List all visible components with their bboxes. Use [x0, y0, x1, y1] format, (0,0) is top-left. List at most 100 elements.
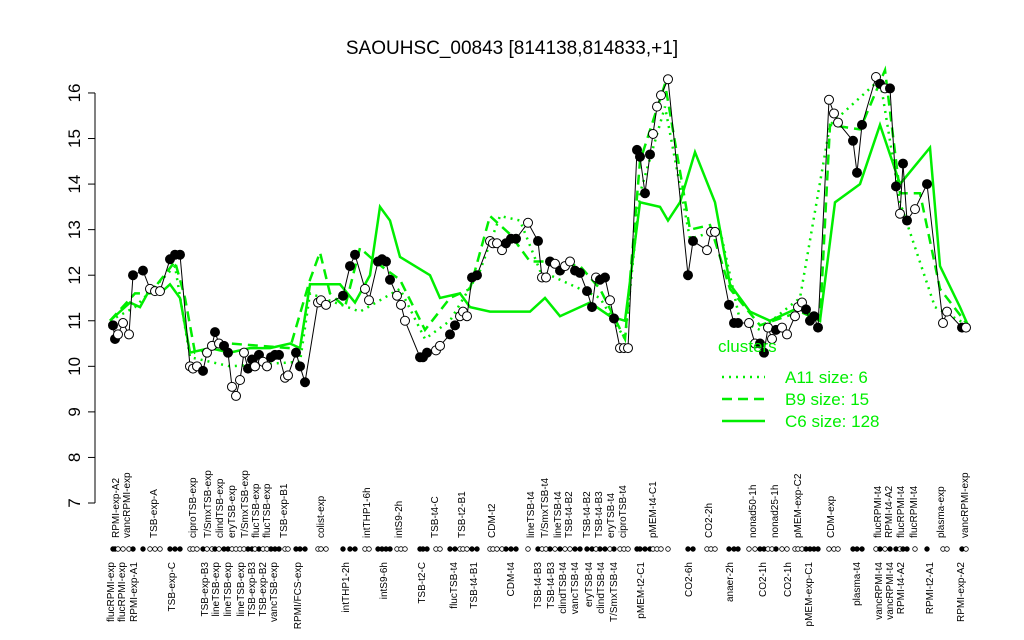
- x-label-bottom: anaer-2h: [725, 562, 736, 602]
- x-label-bottom: flucTSB-t4: [449, 562, 460, 609]
- rug-mark: [204, 546, 210, 552]
- rug-mark: [887, 546, 893, 552]
- rug-mark: [859, 546, 865, 552]
- data-point: [345, 261, 355, 272]
- x-label-bottom: RPMI/FCS-exp: [293, 562, 304, 630]
- data-point: [623, 343, 633, 354]
- data-point: [640, 188, 650, 199]
- x-label-top: RPMI-exp-A2: [111, 478, 122, 538]
- rug-mark: [194, 546, 200, 552]
- x-label-bottom: CO2-6h: [684, 562, 695, 597]
- x-label-top: CO2-2h: [704, 503, 715, 538]
- x-label-top: nonad50-1h: [748, 485, 759, 538]
- x-label-bottom: clindTSB-t4: [558, 562, 569, 614]
- rug-mark: [340, 546, 346, 552]
- rug-mark: [625, 546, 631, 552]
- x-label-bottom: RPMI-exp-A2: [956, 562, 967, 622]
- rug-mark: [474, 546, 480, 552]
- x-label-bottom: RPMI-t2-A1: [925, 562, 936, 615]
- data-point: [582, 286, 592, 297]
- x-label-top: RPMI-t4-A2: [884, 485, 895, 538]
- rug-mark: [963, 546, 969, 552]
- rug-mark: [216, 546, 222, 552]
- x-label-bottom: eryTSB-t4: [584, 562, 595, 607]
- data-point: [648, 128, 658, 139]
- data-point: [848, 135, 858, 146]
- data-point: [609, 313, 619, 324]
- x-label-bottom: TSB-t2-C: [417, 562, 428, 604]
- rug-mark: [557, 546, 563, 552]
- y-tick-label: 12: [65, 266, 84, 285]
- data-point: [898, 158, 908, 169]
- data-point: [108, 320, 118, 331]
- y-tick-label: 9: [65, 407, 84, 416]
- x-label-bottom: plasma-t4: [852, 562, 863, 606]
- rug-mark: [276, 546, 282, 552]
- rug-mark: [779, 546, 785, 552]
- data-point: [445, 329, 455, 340]
- data-point: [575, 267, 585, 278]
- data-point: [922, 179, 932, 190]
- data-point: [435, 340, 445, 351]
- x-label-top: vancRPMI-exp: [122, 472, 133, 538]
- rug-mark: [177, 546, 183, 552]
- data-point: [652, 101, 662, 112]
- rug-mark: [611, 546, 617, 552]
- rug-mark: [735, 546, 741, 552]
- rug-mark: [752, 546, 758, 552]
- data-point: [381, 256, 391, 267]
- legend-title: clusters: [718, 337, 777, 356]
- x-label-top: flucTSB-exp: [262, 483, 273, 538]
- x-label-bottom: flucRPMI-exp: [117, 562, 128, 622]
- y-tick-label: 15: [65, 129, 84, 148]
- rug-mark: [773, 546, 779, 552]
- data-point: [231, 390, 241, 401]
- x-label-top: CDM-t2: [487, 503, 498, 538]
- data-point: [360, 283, 370, 294]
- data-point: [645, 149, 655, 160]
- data-point: [744, 318, 754, 329]
- data-point: [396, 299, 406, 310]
- legend-label: C6 size: 128: [785, 412, 880, 431]
- y-tick-label: 13: [65, 220, 84, 239]
- x-label-bottom: pMEM-t2-C1: [636, 562, 647, 619]
- x-label-bottom: TSB-t4-B3: [533, 562, 544, 609]
- x-label-top: TSB-t2-B1: [457, 491, 468, 538]
- data-point: [128, 270, 138, 281]
- y-tick-label: 8: [65, 453, 84, 462]
- data-point: [857, 119, 867, 130]
- rug-mark: [552, 546, 558, 552]
- data-point: [635, 151, 645, 162]
- rug-mark: [318, 546, 324, 552]
- data-point: [472, 270, 482, 281]
- x-label-bottom: TSB-exp-B3: [247, 562, 258, 617]
- rug-mark: [815, 546, 821, 552]
- data-point: [891, 181, 901, 192]
- data-point: [202, 347, 212, 358]
- x-label-top: TSB-t4-B2: [582, 491, 593, 538]
- data-point: [138, 265, 148, 276]
- x-label-bottom: RPMI-t4-A2: [896, 562, 907, 615]
- rug-mark: [347, 546, 353, 552]
- x-label-top: TSB-exp-A: [149, 489, 160, 538]
- data-point: [895, 208, 905, 219]
- data-point: [790, 311, 800, 322]
- rug-mark: [665, 546, 671, 552]
- rug-mark: [637, 546, 643, 552]
- data-point: [829, 108, 839, 119]
- data-point: [321, 299, 331, 310]
- data-point: [833, 117, 843, 128]
- x-label-bottom: CO2-1h: [758, 562, 769, 597]
- data-point: [702, 245, 712, 256]
- x-label-top: TSB-t4-C: [430, 496, 441, 538]
- x-label-bottom: vancTSB-t4: [570, 562, 581, 615]
- x-label-bottom: RPMI-exp-A1: [129, 562, 140, 622]
- x-label-top: T/SmxTSB-exp: [203, 470, 214, 538]
- x-label-top: colist-exp: [316, 495, 327, 538]
- rug-mark: [366, 546, 372, 552]
- data-point: [550, 258, 560, 269]
- rug-mark: [602, 546, 608, 552]
- x-label-top: nonad25-1h: [770, 485, 781, 538]
